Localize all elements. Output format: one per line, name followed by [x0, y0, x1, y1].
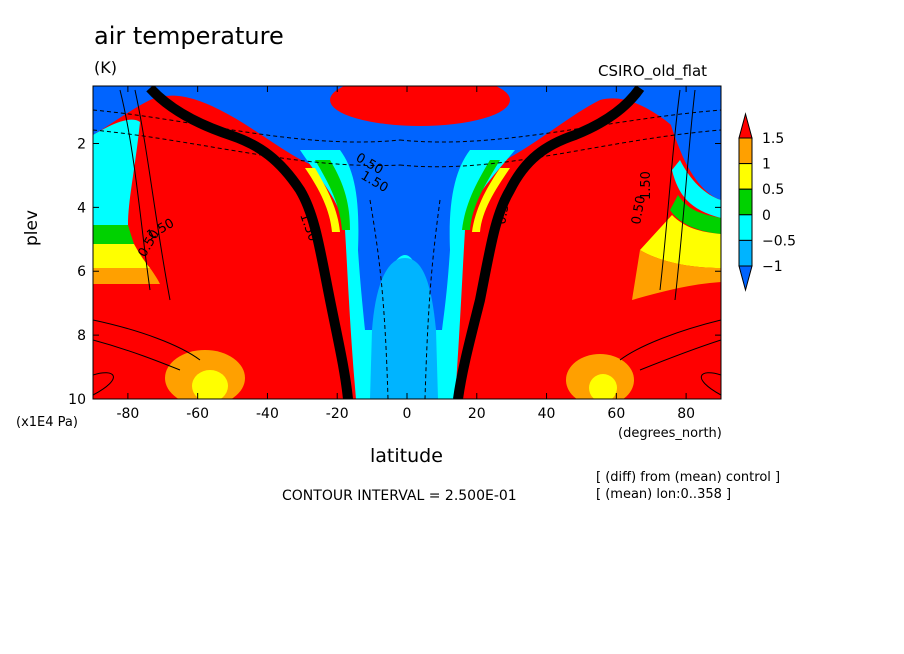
x-axis-label: latitude — [370, 445, 443, 467]
colorbar-segment — [738, 137, 753, 165]
contour-line — [93, 372, 114, 396]
right-cyan-band — [672, 160, 721, 218]
right-contour-ribbon — [453, 86, 645, 399]
contour-line — [119, 89, 151, 291]
right-green-band — [670, 195, 721, 234]
dataset-name: CSIRO_old_flat — [598, 62, 708, 80]
filled-contours — [93, 86, 721, 399]
colorbar: 1.5 1 0.5 0 −0.5 −1 — [738, 112, 796, 292]
contour-line — [659, 89, 681, 291]
colorbar-label: −0.5 — [762, 233, 796, 249]
y-tick-label: 4 — [77, 200, 86, 216]
contour-interval: CONTOUR INTERVAL = 2.500E-01 — [282, 488, 517, 504]
dashed-contour — [424, 199, 441, 399]
dashed-contour — [93, 109, 401, 143]
x-tick-label: 20 — [468, 406, 486, 422]
x-axis-units: (degrees_north) — [618, 426, 722, 441]
contour-line — [93, 319, 201, 361]
y-ticks: 2 4 6 8 10 — [68, 136, 721, 408]
chart-units: (K) — [94, 58, 117, 77]
x-tick-label: 60 — [607, 406, 625, 422]
colorbar-segment — [738, 239, 753, 267]
y-axis-units: (x1E4 Pa) — [16, 415, 78, 430]
y-tick-label: 8 — [77, 328, 86, 344]
colorbar-segment — [738, 214, 753, 241]
colorbar-label: 1.5 — [762, 131, 784, 147]
x-tick-label: 0 — [403, 406, 412, 422]
dashed-contour — [399, 109, 721, 143]
x-tick-label: 80 — [677, 406, 695, 422]
diff-note: [ (diff) from (mean) control ] — [596, 470, 781, 485]
colorbar-label: 0 — [762, 208, 771, 224]
left-green-band — [93, 225, 134, 244]
right-blue-top — [660, 86, 721, 200]
y-tick-label: 6 — [77, 264, 86, 280]
left-cyan-band — [93, 119, 140, 225]
x-tick-label: -80 — [116, 406, 139, 422]
strat-blue-region — [93, 86, 721, 183]
contour-line — [700, 372, 721, 396]
x-tick-label: -20 — [326, 406, 349, 422]
left-yellow-blob — [192, 370, 228, 399]
tropical-blue-core — [340, 150, 470, 330]
left-orange-band — [93, 268, 160, 284]
x-tick-label: -40 — [256, 406, 279, 422]
colorbar-over-triangle — [738, 112, 753, 139]
contour-line — [639, 339, 721, 371]
mean-note: [ (mean) lon:0..358 ] — [596, 487, 732, 502]
x-tick-label: 40 — [538, 406, 556, 422]
contour-label: 0.50 — [494, 195, 514, 226]
left-yellow-band — [93, 244, 150, 268]
x-tick-label: -60 — [186, 406, 209, 422]
contour-line — [134, 89, 171, 301]
dashed-contour — [93, 129, 401, 167]
dashed-contour — [369, 199, 389, 399]
upper-red-cap — [330, 86, 510, 126]
contour-label: 0.50 — [629, 195, 649, 226]
colorbar-segment — [738, 188, 753, 216]
colorbar-label: −1 — [762, 259, 783, 275]
right-yellow-blob — [589, 374, 617, 399]
dashed-contour — [399, 129, 721, 168]
contour-line — [93, 339, 181, 371]
x-ticks: -80 -60 -40 -20 0 20 40 60 80 — [116, 86, 695, 422]
right-orange-band — [632, 250, 721, 300]
y-tick-label: 2 — [77, 136, 86, 152]
colorbar-label: 1 — [762, 157, 771, 173]
colorbar-label: 0.5 — [762, 182, 784, 198]
colorbar-under-triangle — [738, 265, 753, 292]
contour-label: 1.50 — [639, 171, 654, 200]
tropical-green-band — [315, 160, 500, 230]
contour-line — [619, 319, 721, 361]
y-tick-label: 10 — [68, 392, 86, 408]
colorbar-segment — [738, 163, 753, 190]
chart-title: air temperature — [94, 22, 284, 50]
